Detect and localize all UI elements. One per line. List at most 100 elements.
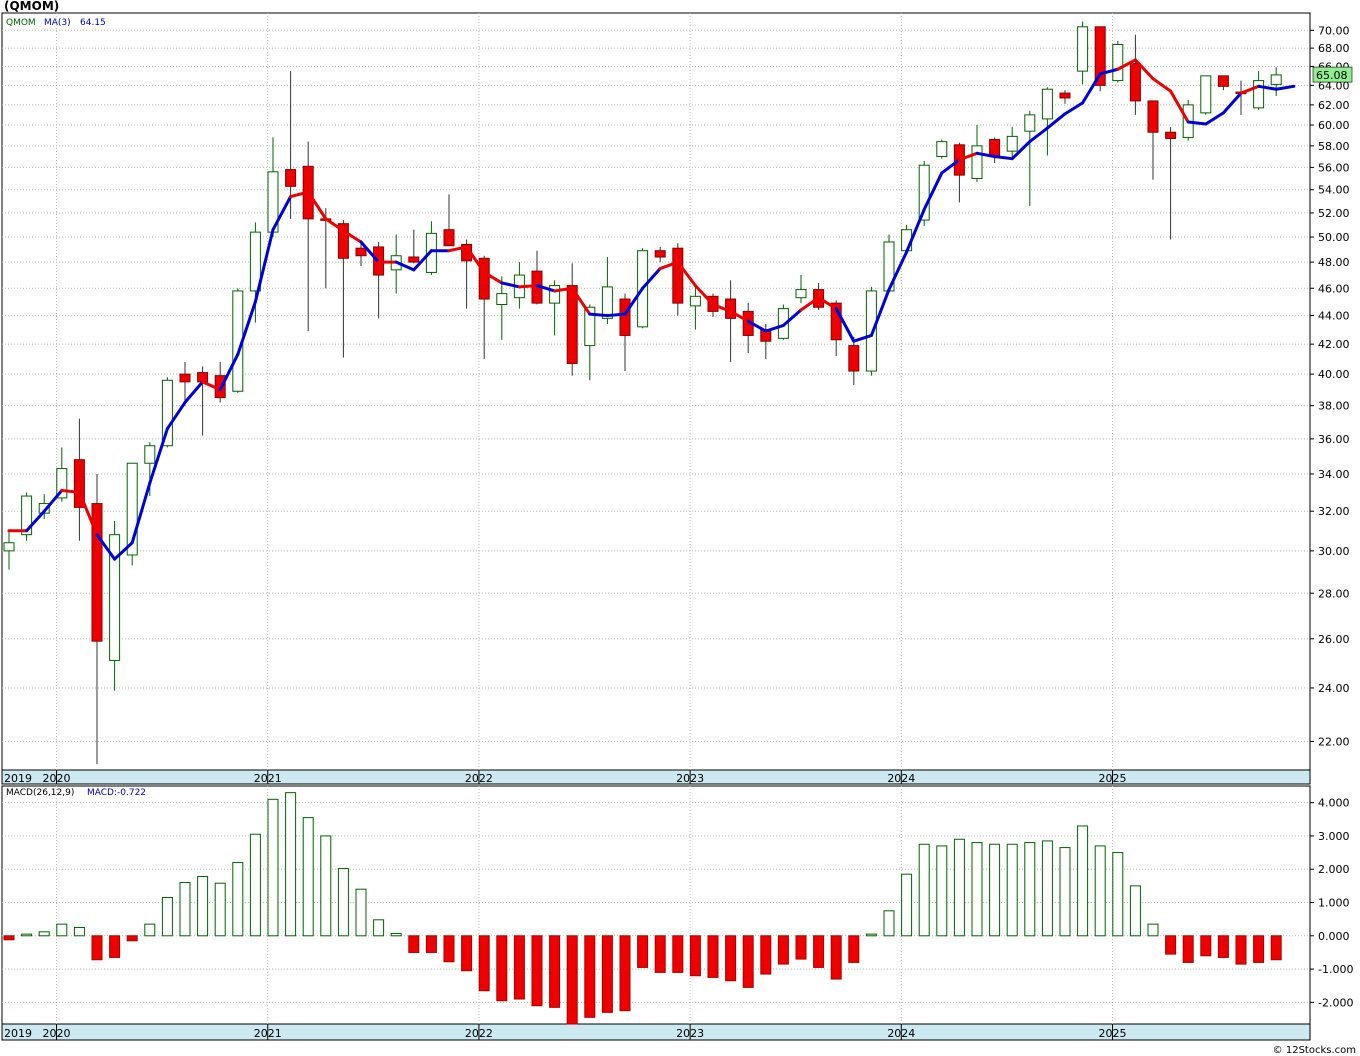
candle-body-down <box>91 503 103 642</box>
candle-body-down <box>73 459 85 508</box>
ma3-segment <box>922 171 944 211</box>
price-tick-label: 60.00 <box>1318 119 1350 132</box>
candle <box>936 139 948 159</box>
candle-body-down <box>179 373 191 383</box>
price-tick-label: 28.00 <box>1318 587 1350 600</box>
candle-body-up <box>549 285 561 304</box>
macd-bar-negative <box>408 935 420 953</box>
macd-bar-negative <box>1217 935 1229 958</box>
year-label: 2020 <box>43 1027 71 1040</box>
ma3-segment <box>905 207 926 254</box>
ma3-segment <box>869 288 891 337</box>
candle-body-down <box>408 256 420 263</box>
price-tick-label: 64.00 <box>1318 79 1350 92</box>
ma3-segment <box>641 267 662 290</box>
macd-bar-negative <box>478 935 490 992</box>
macd-panel: -2.000 -1.000 0.000 1.000 2.000 3.000 4.000 201… <box>1 785 1353 1041</box>
ma3-segment <box>693 284 715 306</box>
macd-bar-positive <box>302 817 314 937</box>
ma3-segment <box>781 308 803 327</box>
macd-bar-positive <box>1094 845 1106 937</box>
price-tick-label: 32.00 <box>1318 505 1350 518</box>
macd-date-strip <box>1 1023 1311 1041</box>
candle-body-up <box>689 295 701 307</box>
macd-bar-negative <box>1270 935 1282 961</box>
candle-body-down <box>989 139 1001 156</box>
last-price-badge-text: 65.08 <box>1316 69 1348 82</box>
ma3-segment <box>940 158 961 175</box>
ma3-segment <box>60 488 81 494</box>
price-tick-label: 68.00 <box>1318 42 1350 55</box>
ma3-segment <box>289 190 310 199</box>
candle-body-down <box>654 250 666 258</box>
candle <box>601 257 613 325</box>
candle-body-up <box>161 379 173 447</box>
candle <box>584 304 596 381</box>
ma3-segment <box>271 195 293 232</box>
candle-body-down <box>1129 63 1141 102</box>
ma3-segment <box>517 284 539 289</box>
candle-body-down <box>1094 26 1106 86</box>
ma3-segment <box>394 260 416 272</box>
ma3-segment <box>201 380 222 392</box>
candle <box>3 530 15 570</box>
candle <box>1059 90 1071 104</box>
macd-bar-negative <box>637 935 649 968</box>
year-label: 2022 <box>465 1027 493 1040</box>
candle-body-up <box>936 141 948 158</box>
macd-bar-negative <box>584 935 596 1018</box>
candle <box>1077 21 1089 85</box>
ma3-segment <box>1274 84 1296 91</box>
candle-body-up <box>795 289 807 299</box>
price-date-strip <box>1 769 1311 785</box>
candle-body-down <box>337 223 349 259</box>
year-label: 2020 <box>43 772 71 785</box>
ma3-segment <box>1169 89 1190 124</box>
last-price-badge: 65.08 <box>1312 66 1353 83</box>
ma3-segment <box>183 380 205 404</box>
candle-body-up <box>918 164 930 221</box>
macd-bar-negative <box>126 935 138 942</box>
macd-bar-positive <box>161 897 173 937</box>
candle <box>179 361 191 406</box>
macd-bar-positive <box>214 882 226 937</box>
macd-bar-positive <box>320 835 332 937</box>
candle-body-up <box>496 293 508 305</box>
price-tick-label: 52.00 <box>1318 207 1350 220</box>
ma3-segment <box>957 151 979 162</box>
candle-body-up <box>971 145 983 179</box>
candle-body-up <box>249 231 261 292</box>
macd-bar-positive <box>901 873 913 937</box>
year-label: 2025 <box>1099 1027 1127 1040</box>
candle-body-down <box>830 302 842 341</box>
candle-body-up <box>109 534 121 661</box>
macd-bar-positive <box>390 932 402 937</box>
macd-bar-positive <box>373 919 385 937</box>
candle <box>1129 34 1141 115</box>
candle-body-up <box>1077 26 1089 72</box>
macd-bar-negative <box>725 935 737 982</box>
macd-bar-negative <box>1200 935 1212 957</box>
ma3-segment <box>130 481 152 545</box>
macd-bar-positive <box>197 876 209 937</box>
price-tick-label: 36.00 <box>1318 433 1350 446</box>
candle <box>1041 87 1053 156</box>
ma3-segment <box>1151 77 1173 93</box>
ma3-segment <box>465 245 486 274</box>
candle <box>566 263 578 376</box>
macd-bar-positive <box>249 833 261 937</box>
macd-bar-positive <box>56 923 68 937</box>
ma3-segment <box>324 217 345 233</box>
macd-bar-positive <box>953 838 965 937</box>
price-tick-label: 26.00 <box>1318 633 1350 646</box>
candle <box>795 275 807 304</box>
ma3-segment <box>817 296 838 311</box>
macd-tick-label: 2.000 <box>1318 863 1350 876</box>
macd-bar-negative <box>1165 935 1177 955</box>
ma3-segment <box>1045 112 1067 130</box>
price-tick-label: 62.00 <box>1318 99 1350 112</box>
macd-bar-positive <box>21 933 33 937</box>
ma3-segment <box>500 281 521 289</box>
candle <box>109 520 121 691</box>
